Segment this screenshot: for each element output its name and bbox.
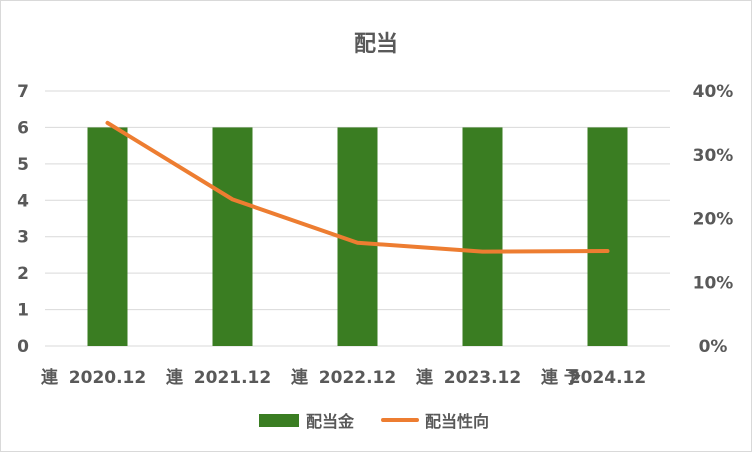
y-left-tick-label: 6	[17, 118, 29, 138]
legend-label-payout-ratio: 配当性向	[425, 412, 489, 431]
legend: 配当金 配当性向	[259, 412, 489, 431]
x-tick-label: 2020.12	[69, 368, 146, 388]
x-tick-prefix: 連	[416, 367, 434, 388]
y-left-tick-label: 2	[17, 264, 29, 284]
bar	[587, 127, 628, 346]
chart-title: 配当	[354, 32, 398, 57]
payout-ratio-line	[105, 120, 610, 254]
y-left-tick-label: 3	[17, 228, 29, 248]
bar	[212, 127, 253, 346]
y-left-tick-label: 1	[17, 301, 29, 321]
y-right-tick-label: 30%	[693, 146, 734, 166]
y-left-tick-label: 0	[17, 337, 29, 357]
x-tick-prefix: 連	[166, 367, 184, 388]
y-left-tick-label: 4	[17, 191, 29, 211]
x-tick-label: 2023.12	[444, 368, 521, 388]
legend-label-dividend: 配当金	[306, 412, 355, 431]
legend-swatch-dividend	[259, 414, 299, 427]
y-right-tick-label: 0%	[699, 337, 728, 357]
y-left-tick-label: 7	[17, 82, 29, 102]
line-series	[105, 120, 610, 254]
x-tick-label: 2021.12	[194, 368, 271, 388]
y-left-tick-label: 5	[17, 155, 29, 175]
bar	[462, 127, 503, 346]
x-tick-prefix: 連	[291, 367, 309, 388]
y-right-tick-label: 40%	[693, 82, 734, 102]
x-tick-prefix: 連	[41, 367, 59, 388]
y-right-tick-label: 10%	[693, 273, 734, 293]
x-tick-prefix: 連 予	[541, 367, 581, 388]
bar	[87, 127, 128, 346]
bar-series	[87, 127, 628, 346]
x-tick-label: 2024.12	[569, 368, 646, 388]
y-right-tick-label: 20%	[693, 210, 734, 230]
x-tick-label: 2022.12	[319, 368, 396, 388]
